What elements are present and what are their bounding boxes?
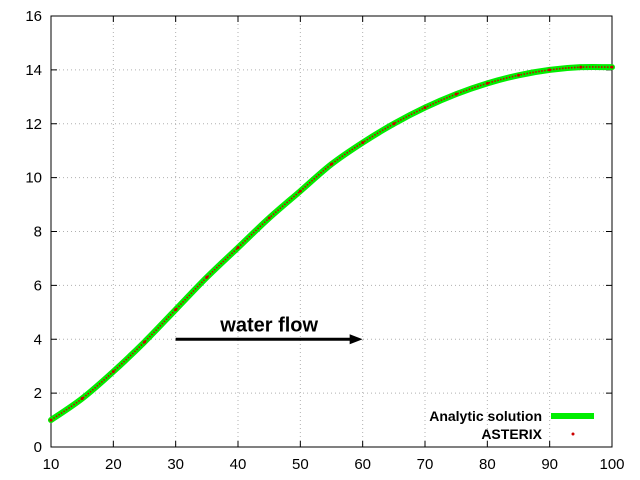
y-tick-label: 4	[34, 331, 42, 348]
y-tick-label: 14	[25, 62, 42, 79]
data-point	[174, 308, 178, 312]
data-point	[548, 68, 552, 72]
data-point	[392, 122, 396, 126]
y-tick-label: 16	[25, 8, 42, 25]
data-point	[454, 92, 458, 96]
y-tick-label: 2	[34, 385, 42, 402]
axis-ticks: 10 20 30 40 50 60 70 80 90 100 0 2 4 6 8 10 12 14 16	[25, 8, 624, 473]
data-point	[205, 275, 209, 279]
data-point	[423, 106, 427, 110]
x-tick-label: 20	[105, 456, 122, 473]
series-line-analytic-solution	[48, 63, 615, 424]
legend-label: ASTERIX	[481, 426, 542, 442]
data-point	[267, 216, 271, 220]
data-point	[80, 397, 84, 401]
data-point	[236, 246, 240, 250]
y-tick-label: 0	[34, 439, 42, 456]
y-tick-label: 10	[25, 170, 42, 187]
flow-annotation-label: water flow	[219, 314, 318, 336]
x-tick-label: 50	[292, 456, 309, 473]
x-tick-label: 40	[230, 456, 247, 473]
data-point	[111, 370, 115, 374]
data-point	[298, 189, 302, 193]
grid	[51, 16, 612, 447]
x-tick-label: 10	[43, 456, 60, 473]
annotation-group: water flow	[175, 314, 363, 345]
legend-label: Analytic solution	[429, 408, 542, 424]
data-point	[361, 141, 365, 145]
data-point	[517, 73, 520, 77]
data-point	[579, 65, 583, 69]
x-tick-label: 90	[541, 456, 558, 473]
data-point	[610, 65, 614, 69]
data-point	[485, 81, 489, 85]
y-tick-label: 12	[25, 116, 42, 133]
x-tick-label: 30	[167, 456, 184, 473]
x-tick-label: 80	[479, 456, 496, 473]
x-tick-label: 100	[599, 456, 624, 473]
y-tick-label: 8	[34, 224, 42, 241]
x-tick-label: 70	[417, 456, 434, 473]
legend-swatch-point	[571, 432, 575, 436]
series-group	[48, 63, 615, 424]
flow-arrow-head	[349, 334, 363, 345]
x-tick-label: 60	[354, 456, 371, 473]
series-points-asterix-trace	[50, 66, 613, 421]
data-point	[143, 340, 146, 344]
data-point	[49, 418, 53, 422]
legend: Analytic solution ASTERIX	[429, 408, 594, 442]
data-point	[330, 162, 333, 166]
y-tick-label: 6	[34, 277, 42, 294]
